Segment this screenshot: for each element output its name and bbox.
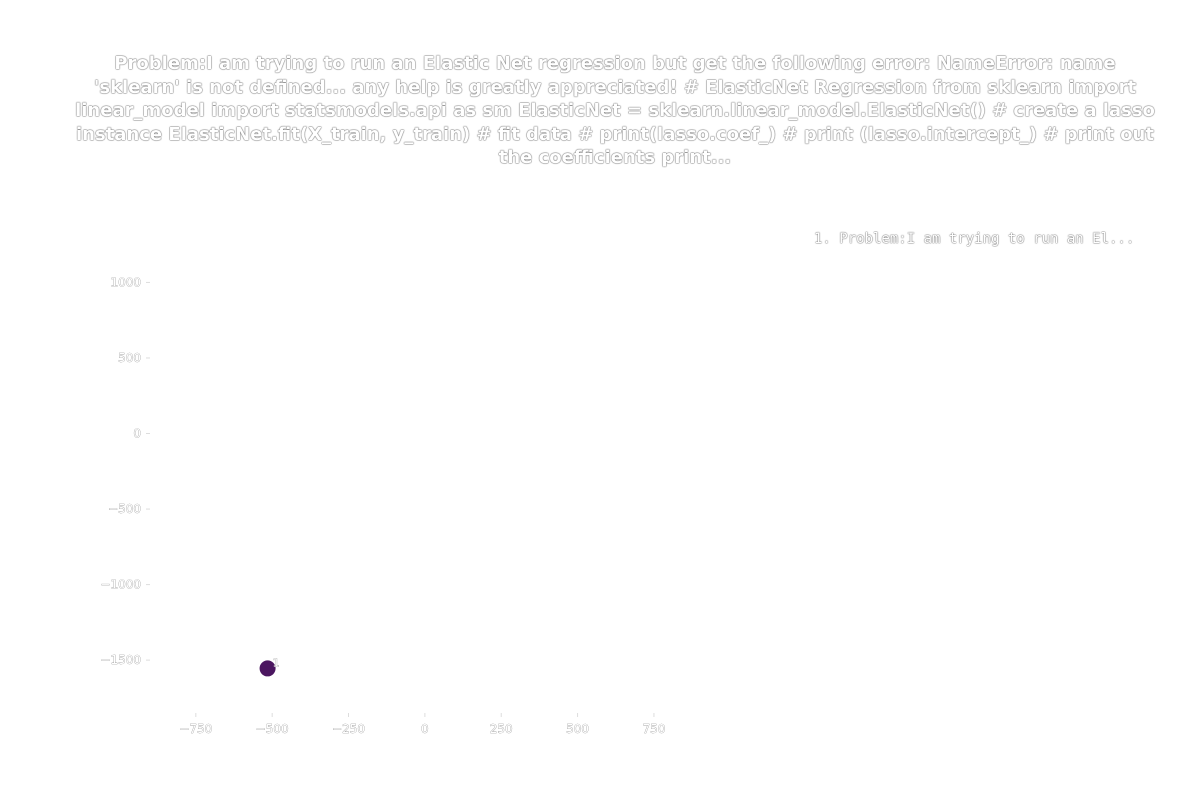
legend-entry: 1. Problem:I am trying to run an El...: [814, 231, 1135, 247]
x-tick-label: 500: [566, 722, 589, 736]
x-tick-label: 250: [490, 722, 513, 736]
y-tick-label: −1500: [100, 653, 141, 667]
y-tick-label: 500: [118, 351, 141, 365]
x-tick-label: −750: [179, 722, 212, 736]
x-tick-label: 750: [642, 722, 665, 736]
y-axis: 1000 500 0 −500 −1000 −1500: [100, 275, 150, 667]
chart-title: Problem:I am trying to run an Elastic Ne…: [75, 53, 1155, 168]
x-tick-label: −500: [256, 722, 289, 736]
y-tick-label: 1000: [110, 275, 141, 289]
x-tick-label: −250: [332, 722, 365, 736]
data-points: 1: [259, 656, 280, 677]
point-label: 1: [273, 656, 280, 669]
x-axis: −750 −500 −250 0 250 500 750: [179, 713, 666, 736]
y-tick-label: 0: [133, 427, 141, 441]
y-tick-label: −500: [108, 502, 141, 516]
x-tick-label: 0: [421, 722, 429, 736]
scatter-point: [259, 660, 276, 677]
y-tick-label: −1000: [100, 578, 141, 592]
